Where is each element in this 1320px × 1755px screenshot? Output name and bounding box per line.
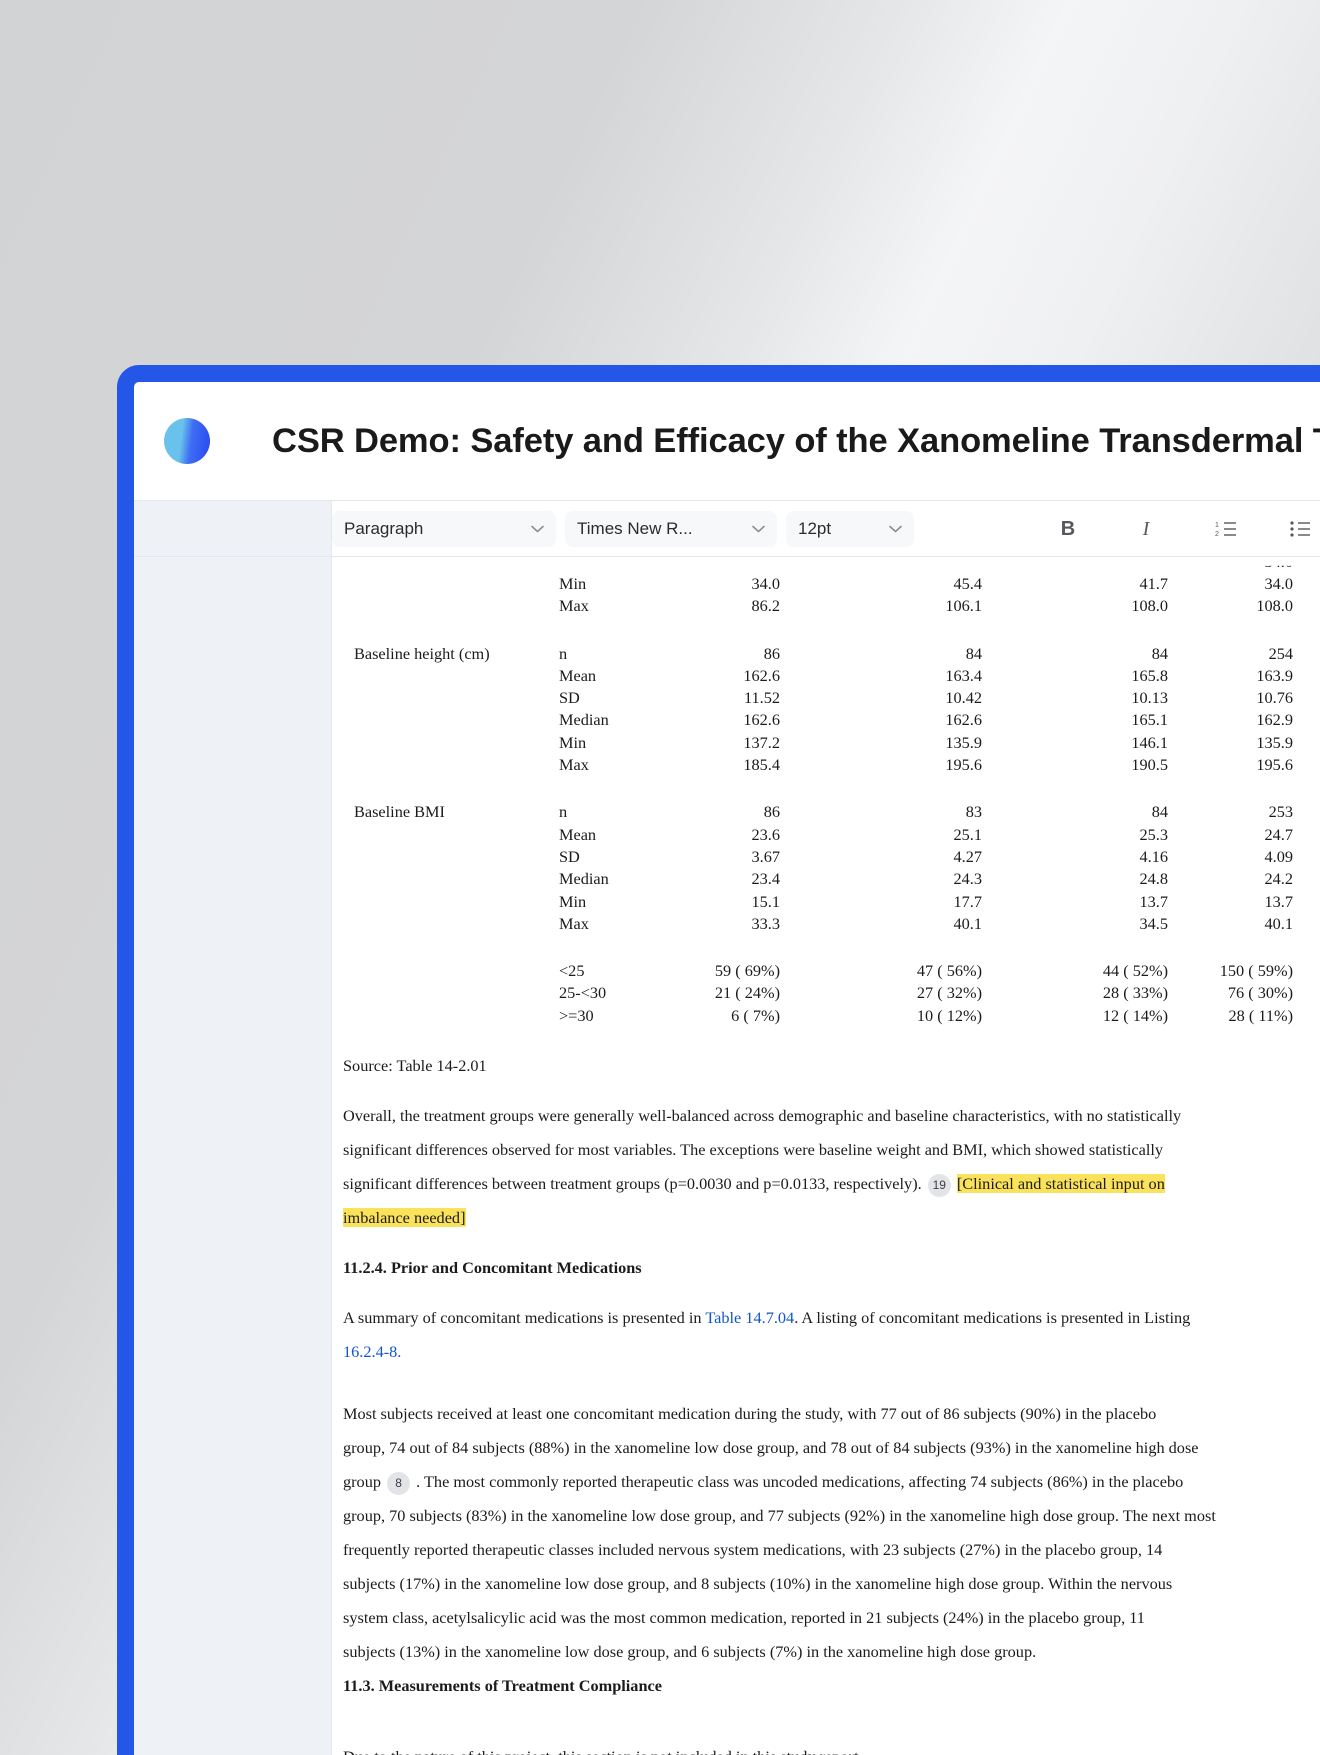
svg-text:2: 2 (1215, 531, 1219, 538)
svg-text:1: 1 (1215, 522, 1219, 529)
